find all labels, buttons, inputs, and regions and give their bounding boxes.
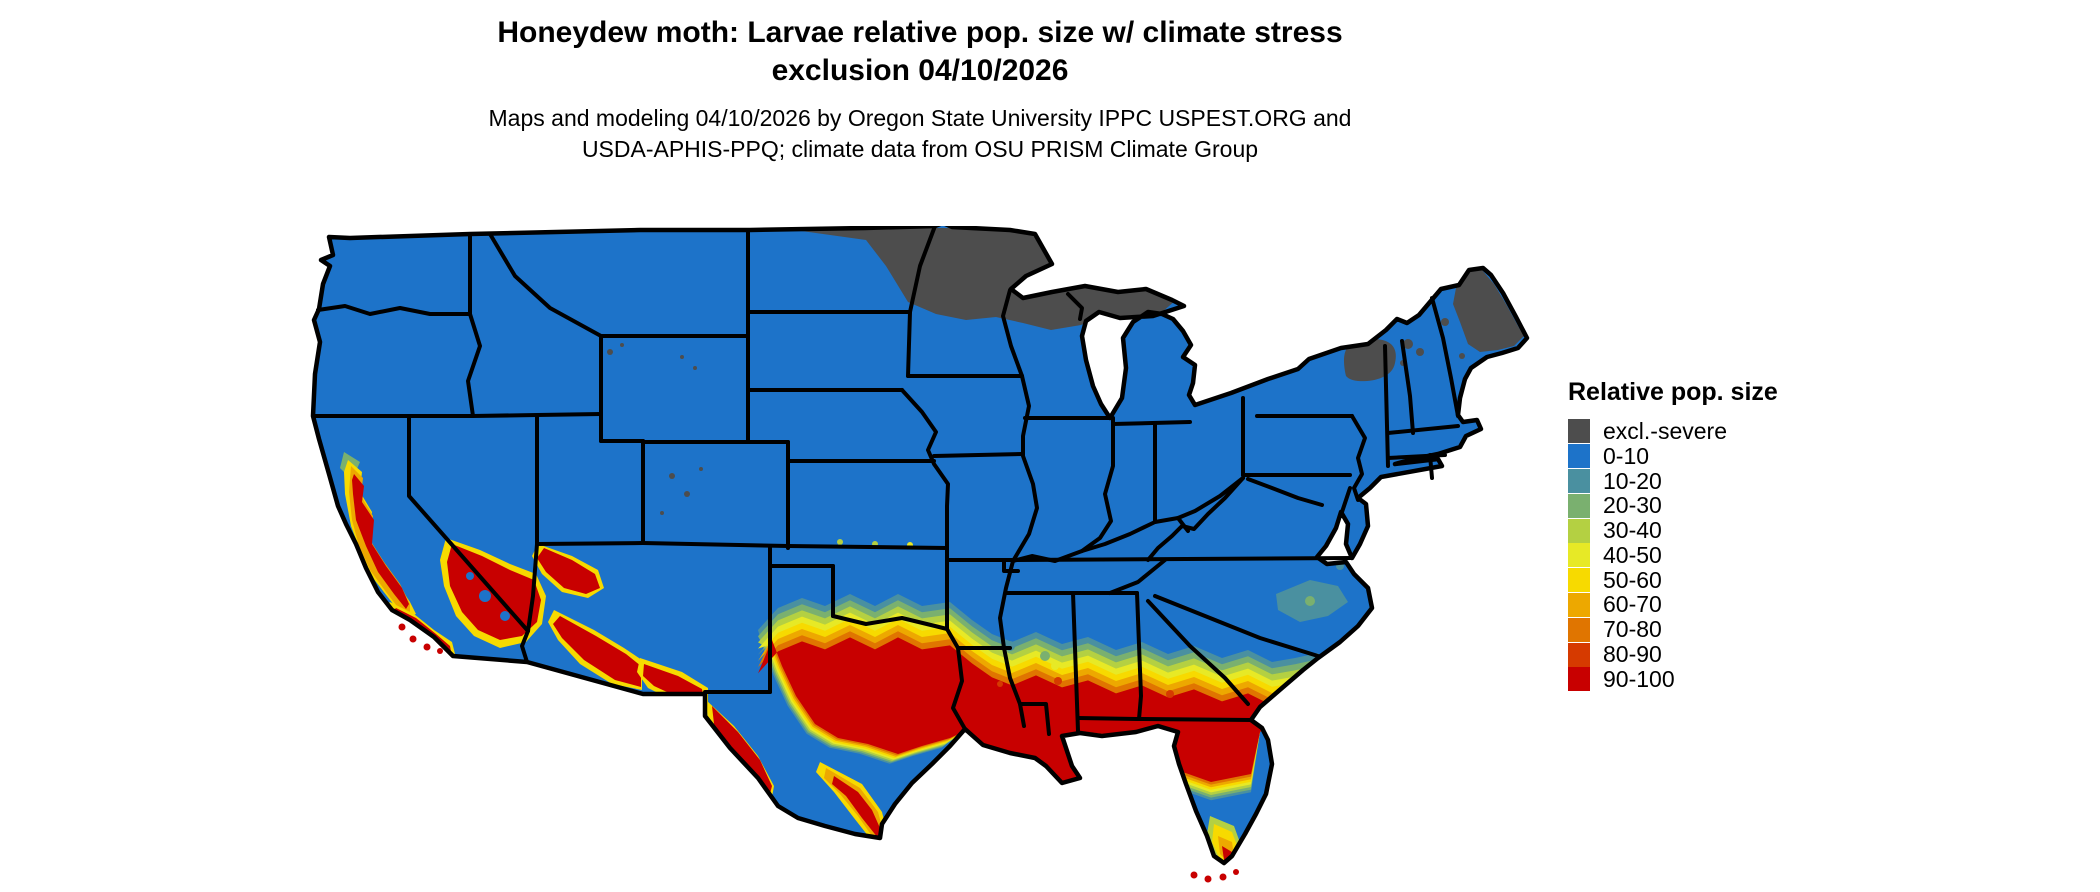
legend-swatch-icon [1568, 592, 1590, 617]
map-title-line1: Honeydew moth: Larvae relative pop. size… [497, 16, 1343, 49]
legend-swatch-icon [1568, 617, 1590, 642]
map-subtitle: Maps and modeling 04/10/2026 by Oregon S… [0, 103, 1840, 165]
legend-swatch-icon [1568, 543, 1590, 568]
map-fill-layers [313, 223, 1527, 863]
legend-item: 60-70 [1568, 591, 1868, 618]
legend-item: 80-90 [1568, 641, 1868, 668]
legend-item-label: 70-80 [1603, 616, 1662, 643]
legend-swatch-icon [1568, 568, 1590, 593]
legend-swatch-icon [1568, 642, 1590, 667]
legend-swatch-icon [1568, 419, 1590, 444]
national-outline [310, 220, 1530, 866]
legend-item: 50-60 [1568, 566, 1868, 593]
legend-item-label: excl.-severe [1603, 417, 1727, 444]
map-title-line2: exclusion 04/10/2026 [771, 53, 1069, 87]
legend-rows: excl.-severe 0-10 10-20 20-30 30-40 40-50 50-6… [1568, 417, 1868, 692]
legend-item: 20-30 [1568, 492, 1868, 519]
legend-swatch-icon [1568, 493, 1590, 518]
legend-item: 30-40 [1568, 517, 1868, 544]
risk-band [758, 637, 1326, 783]
state-borders [311, 224, 1460, 736]
legend-item-label: 30-40 [1603, 517, 1662, 544]
legend-item-label: 60-70 [1603, 591, 1662, 618]
legend-item: 90-100 [1568, 665, 1868, 692]
legend-swatch-icon [1568, 468, 1590, 493]
legend-item-label: 90-100 [1603, 665, 1675, 692]
legend-item-label: 0-10 [1603, 442, 1650, 469]
legend-item-label: 20-30 [1603, 492, 1662, 519]
us-map-svg [310, 220, 1530, 883]
map-subtitle-line2: USDA-APHIS-PPQ; climate data from OSU PR… [581, 136, 1259, 163]
legend: Relative pop. size excl.-severe 0-10 10-20… [1568, 378, 1868, 692]
map-subtitle-line1: Maps and modeling 04/10/2026 by Oregon S… [488, 105, 1352, 131]
legend-item: 70-80 [1568, 616, 1868, 643]
us-risk-map [310, 220, 1560, 892]
southern-risk-gradient [758, 594, 1326, 801]
legend-item: excl.-severe [1568, 417, 1868, 444]
legend-swatch-icon [1568, 444, 1590, 469]
header: Honeydew moth: Larvae relative pop. size… [0, 14, 1840, 165]
legend-item-label: 40-50 [1603, 541, 1662, 568]
legend-item-label: 80-90 [1603, 641, 1662, 668]
legend-item-label: 50-60 [1603, 566, 1662, 593]
offshore-red-dots [398, 623, 1239, 883]
legend-item: 10-20 [1568, 467, 1868, 494]
legend-item-label: 10-20 [1603, 467, 1662, 494]
legend-swatch-icon [1568, 667, 1590, 692]
legend-item: 40-50 [1568, 541, 1868, 568]
legend-swatch-icon [1568, 518, 1590, 543]
legend-item: 0-10 [1568, 442, 1868, 469]
legend-title: Relative pop. size [1568, 378, 1778, 406]
